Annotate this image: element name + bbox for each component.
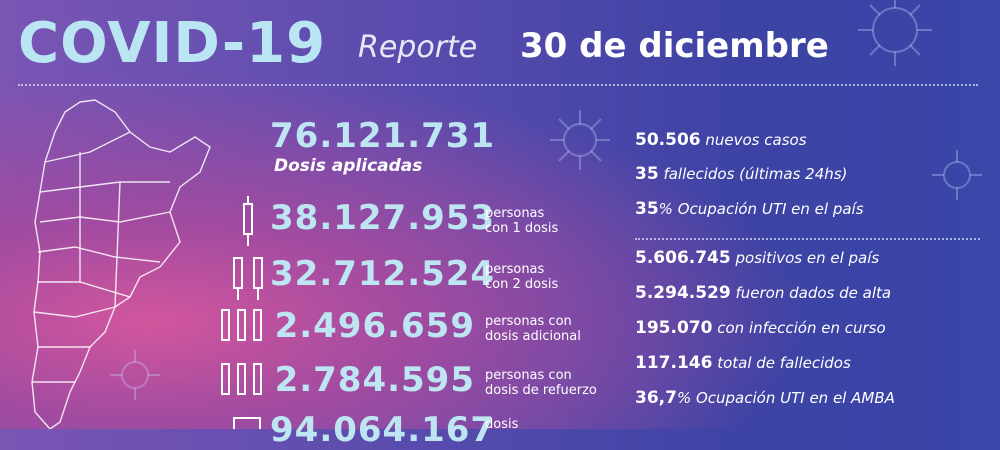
doses-icon <box>233 417 261 429</box>
stats-divider <box>635 238 980 240</box>
dose-row-value: 38.127.953 <box>270 198 496 238</box>
syringe-icon <box>221 363 262 395</box>
stat-total-deaths: 117.146 total de fallecidos <box>635 353 851 373</box>
dose-row-value: 2.496.659 <box>274 306 475 346</box>
syringe-icon <box>221 309 262 341</box>
dose-row-value: 94.064.167 <box>270 410 496 450</box>
report-label: Reporte <box>358 30 478 65</box>
dose-row-label: dosis <box>485 417 519 432</box>
dose-row-label: personas con dosis de refuerzo <box>485 368 597 398</box>
stat-positives: 5.606.745 positivos en el país <box>635 248 880 268</box>
dose-row-label: personas con 2 dosis <box>485 262 559 292</box>
dose-row-value: 32.712.524 <box>270 254 496 294</box>
total-doses-label: Dosis aplicadas <box>274 156 423 176</box>
dose-row-label: personas con dosis adicional <box>485 314 581 344</box>
virus-decoration-icon <box>550 110 610 170</box>
virus-decoration-icon <box>932 150 982 200</box>
header-divider <box>18 84 978 86</box>
total-doses-value: 76.121.731 <box>270 116 496 156</box>
stat-icu-country: 35% Ocupación UTI en el país <box>635 199 864 219</box>
stat-icu-amba: 36,7% Ocupación UTI en el AMBA <box>635 388 895 408</box>
syringe-icon <box>233 257 263 300</box>
argentina-map <box>31 99 211 429</box>
stat-deaths-24h: 35 fallecidos (últimas 24hs) <box>635 164 848 184</box>
virus-decoration-icon <box>858 0 932 66</box>
stat-new-cases: 50.506 nuevos casos <box>635 130 807 150</box>
dose-row-value: 2.784.595 <box>274 360 475 400</box>
virus-decoration-icon <box>110 350 160 400</box>
stat-active: 195.070 con infección en curso <box>635 318 886 338</box>
page-title: COVID-19 <box>18 11 327 76</box>
dose-row-label: personas con 1 dosis <box>485 206 559 236</box>
syringe-icon <box>243 196 253 246</box>
report-date: 30 de diciembre <box>520 26 829 66</box>
stat-recovered: 5.294.529 fueron dados de alta <box>635 283 892 303</box>
